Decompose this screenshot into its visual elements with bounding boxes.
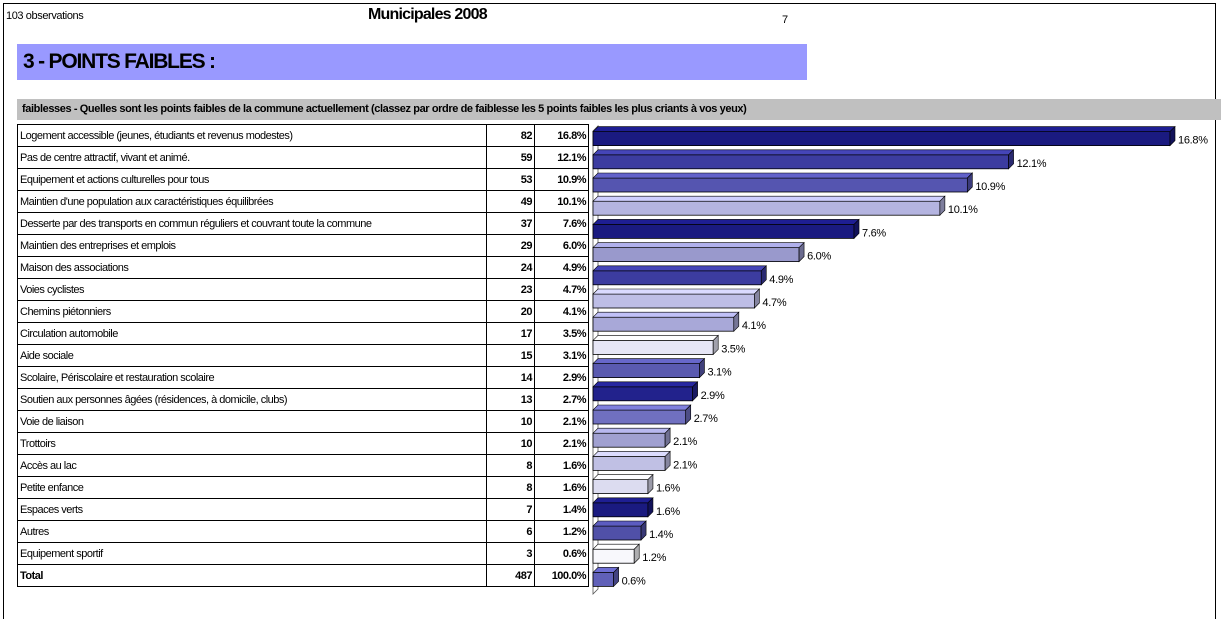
chart-bar xyxy=(592,125,1176,147)
chart-bar xyxy=(592,381,699,402)
chart-bar xyxy=(592,357,706,379)
row-label: Maison des associations xyxy=(17,256,487,279)
chart-data-label: 3.1% xyxy=(707,367,731,379)
chart-bar xyxy=(592,149,1015,170)
chart-data-label: 4.9% xyxy=(769,274,793,286)
chart-bar xyxy=(592,543,640,564)
chart-data-label: 2.7% xyxy=(694,413,718,425)
section-title: 3 - POINTS FAIBLES : xyxy=(17,44,807,80)
chart-bar xyxy=(592,334,719,356)
row-percent: 1.2% xyxy=(534,520,589,543)
row-percent: 1.6% xyxy=(534,476,589,499)
row-percent: 1.4% xyxy=(534,498,589,521)
chart-bar xyxy=(592,265,768,286)
chart-data-label: 2.1% xyxy=(673,459,697,471)
results-table: Logement accessible (jeunes, étudiants e… xyxy=(17,124,589,587)
chart-data-label: 6.0% xyxy=(807,251,831,263)
report-title: Municipales 2008 xyxy=(368,6,488,23)
chart-bar xyxy=(592,241,805,263)
chart-bar xyxy=(592,218,860,240)
chart-data-label: 4.7% xyxy=(762,297,786,309)
chart-bar xyxy=(592,404,692,425)
chart-bar xyxy=(592,311,740,332)
total-percent: 100.0% xyxy=(534,564,589,587)
chart-bar xyxy=(592,288,761,309)
table-row: Maintien d'une population aux caractéris… xyxy=(17,190,589,213)
chart-data-label: 0.6% xyxy=(622,575,646,587)
page-number: 7 xyxy=(782,14,789,26)
chart-data-label: 7.6% xyxy=(862,227,886,239)
row-percent: 4.1% xyxy=(534,300,589,323)
chart-data-label: 4.1% xyxy=(742,320,766,332)
row-percent: 12.1% xyxy=(534,146,589,169)
chart-data-label: 10.1% xyxy=(948,204,978,216)
chart-bars xyxy=(592,125,1176,588)
table-row: Aide sociale 15 3.1% xyxy=(17,344,589,367)
row-percent: 3.5% xyxy=(534,322,589,345)
chart-data-label: 1.2% xyxy=(642,552,666,564)
chart-data-label: 1.6% xyxy=(656,506,680,518)
chart-data-label: 2.9% xyxy=(701,390,725,402)
total-count: 487 xyxy=(486,564,535,587)
question-header: faiblesses - Quelles sont les points fai… xyxy=(17,99,1221,120)
row-label: Maintien d'une population aux caractéris… xyxy=(17,190,487,213)
row-percent: 3.1% xyxy=(534,344,589,367)
table-row: Maison des associations 24 4.9% xyxy=(17,256,589,279)
chart-data-label: 2.1% xyxy=(673,436,697,448)
row-percent: 1.6% xyxy=(534,454,589,477)
table-row: Circulation automobile 17 3.5% xyxy=(17,322,589,345)
chart-bar xyxy=(592,497,654,518)
chart-data-label: 10.9% xyxy=(975,181,1005,193)
chart-data-labels: 16.8% 12.1% 10.9% 10.1% 7.6% 6.0% 4.9% 4.7% 4.1%… xyxy=(622,135,1209,588)
observations-count: 103 observations xyxy=(6,10,84,22)
chart-data-label: 1.6% xyxy=(656,483,680,495)
chart-data-label: 3.5% xyxy=(721,343,745,355)
row-percent: 4.7% xyxy=(534,278,589,301)
table-row: Soutien aux personnes âgées (résidences,… xyxy=(17,388,589,411)
chart-bar xyxy=(592,450,671,472)
row-percent: 2.7% xyxy=(534,388,589,411)
table-row: Equipement sportif 3 0.6% xyxy=(17,542,589,565)
table-row: Autres 6 1.2% xyxy=(17,520,589,543)
table-row: Voie de liaison 10 2.1% xyxy=(17,410,589,433)
total-label: Total xyxy=(17,564,487,587)
chart-data-label: 1.4% xyxy=(649,529,673,541)
chart-data-label: 16.8% xyxy=(1178,135,1208,147)
chart-bar xyxy=(592,566,620,588)
table-row: Voies cyclistes 23 4.7% xyxy=(17,278,589,301)
chart-bar xyxy=(592,427,671,448)
chart-bar xyxy=(592,520,647,541)
page-frame xyxy=(3,3,1216,619)
table-row: Petite enfance 8 1.6% xyxy=(17,476,589,499)
chart-bar xyxy=(592,473,654,495)
chart-bar xyxy=(592,195,946,216)
chart-bar xyxy=(592,172,974,193)
chart-data-label: 12.1% xyxy=(1017,158,1047,170)
total-row: Total 487 100.0% xyxy=(17,564,589,587)
